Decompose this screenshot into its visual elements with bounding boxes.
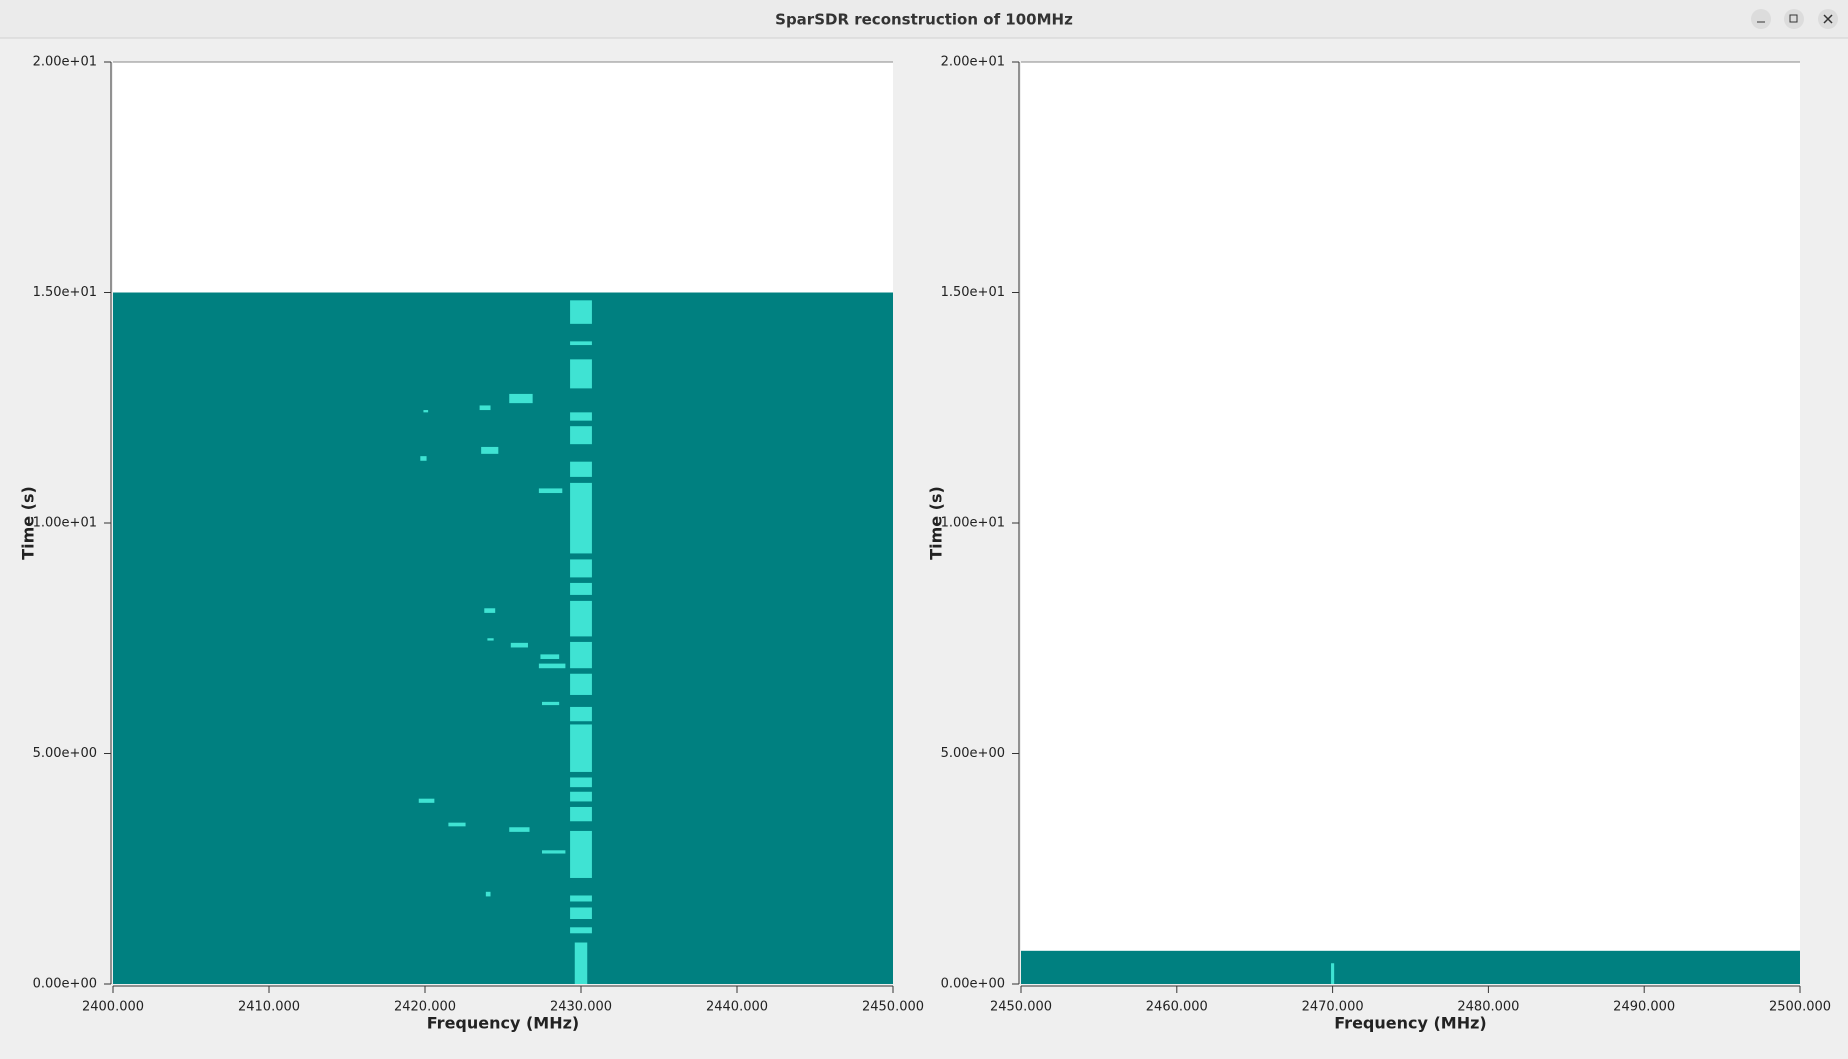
spectrogram-panel: 0.00e+00 5.00e+00 1.00e+01 1.50e+01 2.00e+01… [19,55,925,1033]
y-tick-label: 1.50e+01 [33,285,97,300]
burst [570,791,592,802]
burst [570,559,592,578]
burst [538,663,566,669]
burst [570,582,592,595]
burst [570,482,592,554]
burst [509,393,533,404]
y-tick-label: 1.00e+01 [941,516,1005,531]
y-tick-label: 5.00e+00 [33,746,97,761]
burst [570,426,592,445]
burst [570,461,592,477]
x-tick-label: 2500.000 [1769,1000,1831,1015]
burst [420,456,427,461]
filled-region [113,292,893,984]
minimize-button[interactable] [1751,9,1771,29]
burst [570,341,592,346]
x-axis-title: Frequency (MHz) [1334,1014,1486,1033]
burst [487,638,494,641]
burst [570,830,592,878]
x-axis-title: Frequency (MHz) [427,1014,579,1033]
burst [570,641,592,669]
filled-region [1021,950,1800,984]
burst [570,706,592,722]
burst [570,895,592,902]
x-tick-label: 2430.000 [550,1000,612,1015]
burst [485,891,491,897]
burst [542,850,566,854]
x-tick-label: 2480.000 [1457,1000,1519,1015]
burst [570,600,592,637]
x-tick-label: 2450.000 [862,1000,924,1015]
burst [570,907,592,919]
burst [538,488,563,494]
burst [484,608,496,613]
plot-area [1021,62,1800,984]
x-tick-label: 2420.000 [394,1000,456,1015]
maximize-button[interactable] [1784,9,1804,29]
burst [479,405,491,411]
burst [570,673,592,695]
y-tick-label: 1.50e+01 [941,285,1005,300]
burst [418,798,435,803]
burst [570,927,592,934]
y-axis-title: Time (s) [927,486,946,560]
y-tick-label: 0.00e+00 [33,977,97,992]
close-button[interactable] [1818,9,1838,29]
burst [570,300,592,324]
burst [570,777,592,788]
burst [540,654,560,659]
y-tick-label: 1.00e+01 [33,516,97,531]
y-tick-label: 2.00e+01 [941,55,1005,70]
burst [574,942,588,984]
y-tick-label: 2.00e+01 [33,55,97,70]
x-tick-label: 2450.000 [990,1000,1052,1015]
x-tick-label: 2400.000 [82,1000,144,1015]
y-axis-title: Time (s) [19,486,38,560]
x-tick-label: 2460.000 [1146,1000,1208,1015]
y-tick-label: 0.00e+00 [941,977,1005,992]
burst [448,822,466,827]
title-bar [0,0,1848,38]
x-tick-label: 2440.000 [706,1000,768,1015]
burst [570,806,592,822]
burst [481,446,499,454]
burst [570,359,592,389]
window-title: SparSDR reconstruction of 100MHz [775,11,1073,29]
burst [542,701,560,706]
burst [509,827,530,832]
burst [423,410,429,413]
x-tick-label: 2470.000 [1302,1000,1364,1015]
spectrogram-panel: 0.00e+00 5.00e+00 1.00e+01 1.50e+01 2.00e+01… [927,55,1832,1033]
x-tick-label: 2410.000 [238,1000,300,1015]
burst [510,642,528,648]
burst [570,412,592,421]
burst [570,724,592,772]
y-tick-label: 5.00e+00 [941,746,1005,761]
burst [1331,963,1335,984]
x-tick-label: 2490.000 [1613,1000,1675,1015]
